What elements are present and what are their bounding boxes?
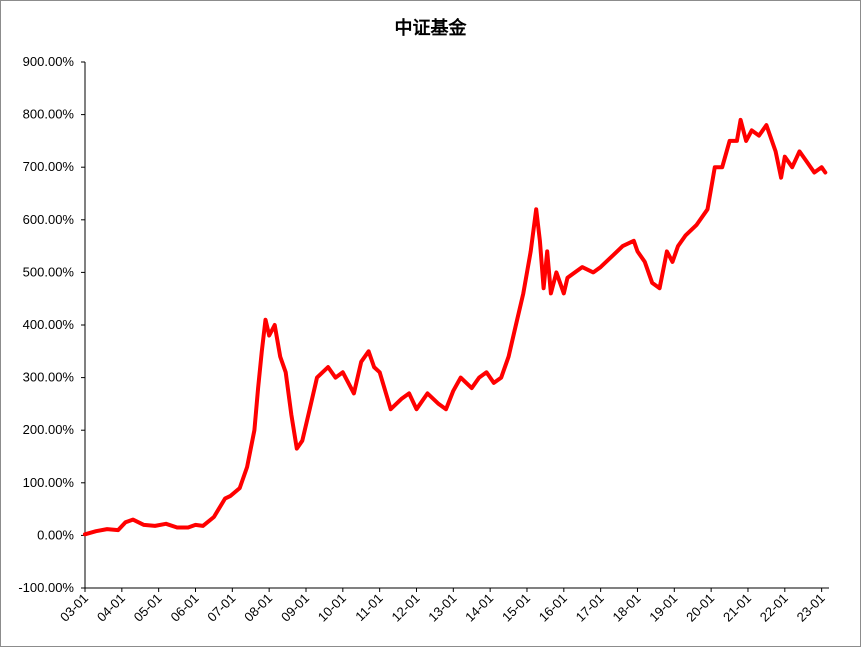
y-tick-label: 200.00%	[23, 422, 75, 437]
y-tick-label: 700.00%	[23, 159, 75, 174]
x-tick-label: 15-01	[499, 591, 533, 625]
y-tick-label: 500.00%	[23, 264, 75, 279]
x-tick-label: 04-01	[94, 591, 128, 625]
y-tick-label: 100.00%	[23, 475, 75, 490]
x-tick-label: 10-01	[315, 591, 349, 625]
x-tick-label: 20-01	[683, 591, 717, 625]
x-tick-label: 17-01	[573, 591, 607, 625]
x-tick-label: 08-01	[241, 591, 275, 625]
x-tick-label: 19-01	[646, 591, 680, 625]
y-tick-label: 900.00%	[23, 54, 75, 69]
x-tick-label: 13-01	[425, 591, 459, 625]
x-tick-label: 18-01	[609, 591, 643, 625]
x-tick-label: 11-01	[352, 591, 385, 624]
y-tick-label: 600.00%	[23, 212, 75, 227]
series-line	[83, 117, 828, 537]
y-axis-labels: 900.00% 800.00% 700.00% 600.00% 500.00% 400.0…	[18, 54, 74, 595]
axes	[81, 61, 829, 592]
x-tick-label: 09-01	[278, 591, 312, 625]
series-layer	[83, 117, 828, 537]
x-tick-label: 07-01	[204, 591, 238, 625]
x-tick-label: 21-01	[720, 591, 754, 625]
x-tick-label: 03-01	[57, 591, 91, 625]
x-axis-labels: 03-01 04-01 05-01 06-01 07-01 08-01 09-01 10-01…	[57, 591, 828, 625]
y-tick-label: 0.00%	[37, 527, 74, 542]
y-tick-label: 800.00%	[23, 107, 75, 122]
x-tick-label: 23-01	[794, 591, 828, 625]
y-tick-label: 400.00%	[23, 317, 75, 332]
x-tick-label: 06-01	[167, 591, 201, 625]
x-tick-label: 22-01	[757, 591, 791, 625]
x-tick-label: 12-01	[388, 591, 422, 625]
y-tick-label: -100.00%	[18, 580, 74, 595]
x-tick-label: 16-01	[536, 591, 570, 625]
y-tick-label: 300.00%	[23, 370, 75, 385]
x-tick-label: 14-01	[462, 591, 496, 625]
chart-title: 中证基金	[394, 18, 467, 39]
x-tick-label: 05-01	[131, 591, 165, 625]
